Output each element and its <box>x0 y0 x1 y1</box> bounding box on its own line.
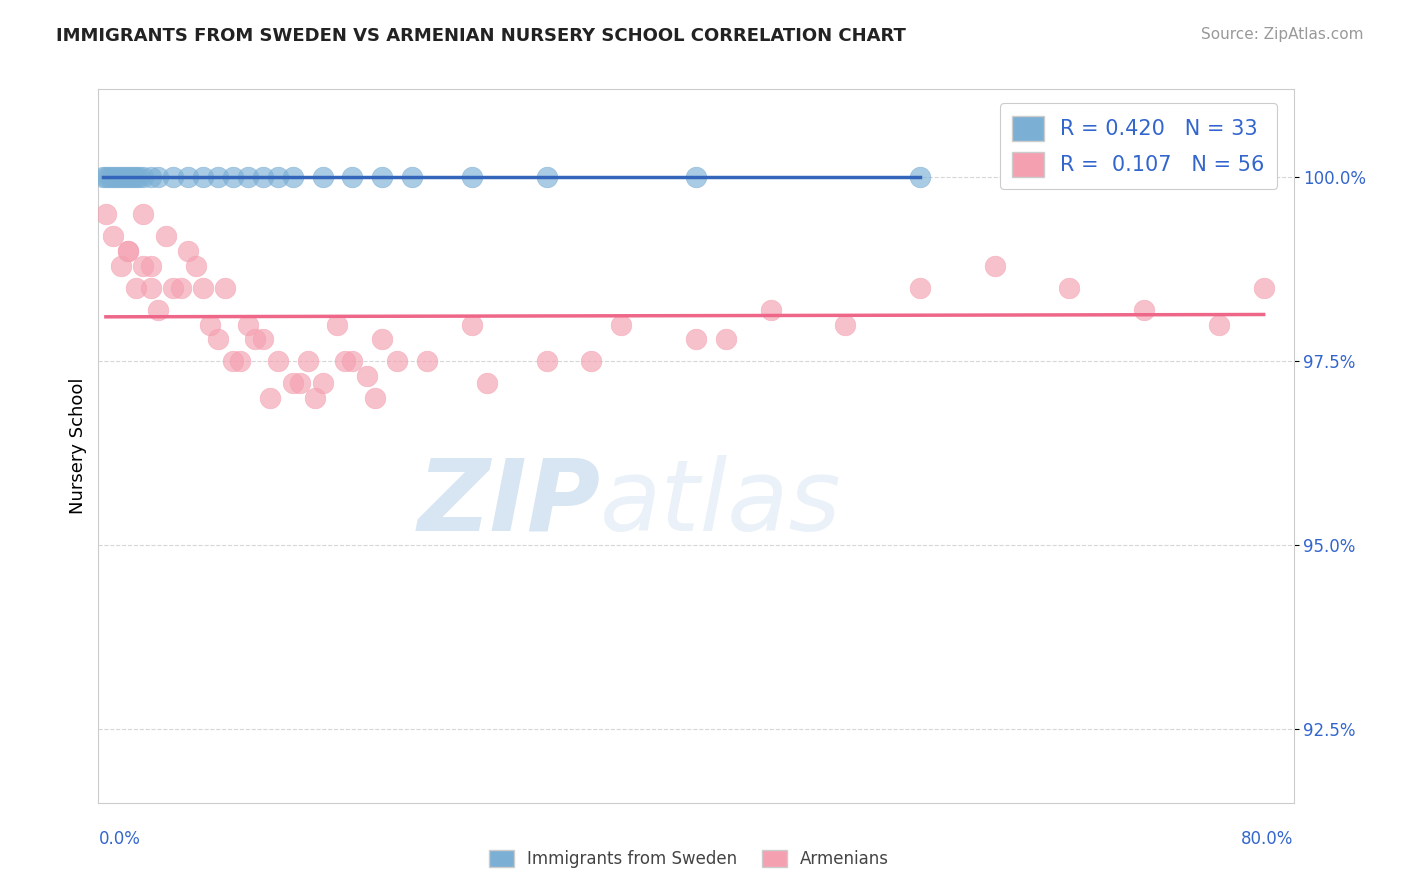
Point <box>364 391 387 405</box>
Point <box>162 281 184 295</box>
Point <box>326 318 349 332</box>
Point <box>908 281 931 295</box>
Point <box>222 170 245 185</box>
Point <box>97 170 120 185</box>
Point <box>94 170 117 185</box>
Point <box>207 170 229 185</box>
Point <box>685 332 707 346</box>
Legend: Immigrants from Sweden, Armenians: Immigrants from Sweden, Armenians <box>482 843 896 875</box>
Point <box>236 170 259 185</box>
Point <box>401 170 423 185</box>
Point <box>115 170 138 185</box>
Point <box>759 302 782 317</box>
Point <box>461 170 484 185</box>
Point <box>342 170 364 185</box>
Point <box>110 259 132 273</box>
Point <box>169 281 191 295</box>
Point <box>162 170 184 185</box>
Point <box>1253 281 1275 295</box>
Point <box>267 170 290 185</box>
Point <box>117 244 139 258</box>
Point <box>834 318 856 332</box>
Point <box>125 281 148 295</box>
Point <box>155 229 177 244</box>
Legend: R = 0.420   N = 33, R =  0.107   N = 56: R = 0.420 N = 33, R = 0.107 N = 56 <box>1000 103 1277 189</box>
Point <box>267 354 290 368</box>
Point <box>288 376 311 391</box>
Point <box>148 302 170 317</box>
Point <box>236 318 259 332</box>
Point <box>581 354 603 368</box>
Point <box>132 259 155 273</box>
Point <box>245 332 267 346</box>
Point <box>416 354 439 368</box>
Point <box>304 391 326 405</box>
Point <box>222 354 245 368</box>
Point <box>356 369 378 384</box>
Point <box>177 244 200 258</box>
Point <box>714 332 737 346</box>
Point <box>252 332 274 346</box>
Point <box>536 170 558 185</box>
Point <box>214 281 236 295</box>
Point <box>371 170 394 185</box>
Y-axis label: Nursery School: Nursery School <box>69 377 87 515</box>
Point <box>610 318 633 332</box>
Text: 0.0%: 0.0% <box>98 830 141 847</box>
Point <box>139 281 162 295</box>
Point <box>148 170 170 185</box>
Point <box>385 354 409 368</box>
Point <box>132 170 155 185</box>
Point <box>229 354 252 368</box>
Point <box>125 170 148 185</box>
Point <box>91 170 114 185</box>
Point <box>117 244 139 258</box>
Point <box>311 170 333 185</box>
Point <box>200 318 222 332</box>
Point <box>685 170 707 185</box>
Point <box>983 259 1005 273</box>
Point <box>191 281 214 295</box>
Point <box>281 170 304 185</box>
Point <box>1059 281 1081 295</box>
Point <box>1133 302 1156 317</box>
Point <box>191 170 214 185</box>
Point <box>1237 170 1260 185</box>
Point <box>132 207 155 221</box>
Point <box>1208 318 1230 332</box>
Point <box>259 391 281 405</box>
Point <box>128 170 150 185</box>
Point <box>94 207 117 221</box>
Point <box>475 376 498 391</box>
Point <box>908 170 931 185</box>
Point <box>110 170 132 185</box>
Point <box>207 332 229 346</box>
Text: IMMIGRANTS FROM SWEDEN VS ARMENIAN NURSERY SCHOOL CORRELATION CHART: IMMIGRANTS FROM SWEDEN VS ARMENIAN NURSE… <box>56 27 905 45</box>
Point <box>104 170 127 185</box>
Point <box>342 354 364 368</box>
Point <box>252 170 274 185</box>
Point <box>371 332 394 346</box>
Text: ZIP: ZIP <box>418 455 600 551</box>
Text: Source: ZipAtlas.com: Source: ZipAtlas.com <box>1201 27 1364 42</box>
Text: atlas: atlas <box>600 455 842 551</box>
Point <box>139 170 162 185</box>
Point <box>536 354 558 368</box>
Point <box>297 354 319 368</box>
Point <box>118 170 141 185</box>
Point <box>101 170 124 185</box>
Point <box>103 229 125 244</box>
Point <box>461 318 484 332</box>
Point <box>112 170 135 185</box>
Point <box>121 170 143 185</box>
Point <box>333 354 356 368</box>
Point <box>139 259 162 273</box>
Text: 80.0%: 80.0% <box>1241 830 1294 847</box>
Point <box>107 170 129 185</box>
Point <box>177 170 200 185</box>
Point <box>311 376 333 391</box>
Point <box>184 259 207 273</box>
Point <box>281 376 304 391</box>
